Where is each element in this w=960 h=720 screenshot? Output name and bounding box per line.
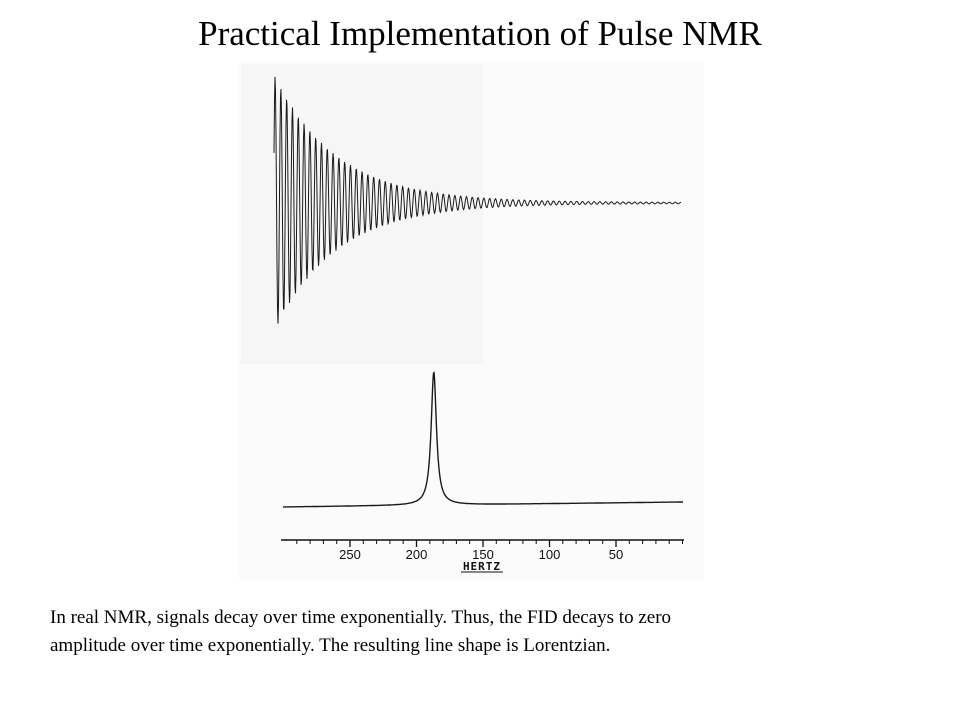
frequency-axis-major-ticks bbox=[349, 540, 617, 547]
slide-title: Practical Implementation of Pulse NMR bbox=[198, 14, 762, 53]
scan-shading bbox=[241, 64, 483, 364]
tick-label-100: 100 bbox=[539, 547, 561, 562]
tick-label-250: 250 bbox=[339, 547, 361, 562]
fid-trace bbox=[273, 76, 682, 324]
spectrum-lorentzian-peak bbox=[283, 371, 683, 508]
slide-caption: In real NMR, signals decay over time exp… bbox=[50, 604, 910, 660]
caption-line-2: amplitude over time exponentially. The r… bbox=[50, 635, 611, 656]
tick-label-200: 200 bbox=[406, 547, 428, 562]
nmr-figure: 250 200 150 100 50 HERTZ bbox=[239, 62, 704, 580]
tick-label-50: 50 bbox=[609, 547, 623, 562]
caption-line-1: In real NMR, signals decay over time exp… bbox=[50, 607, 672, 628]
tick-label-150: 150 bbox=[472, 547, 494, 562]
nmr-figure-svg: 250 200 150 100 50 HERTZ bbox=[239, 62, 704, 580]
axis-unit-label: HERTZ bbox=[463, 560, 501, 573]
